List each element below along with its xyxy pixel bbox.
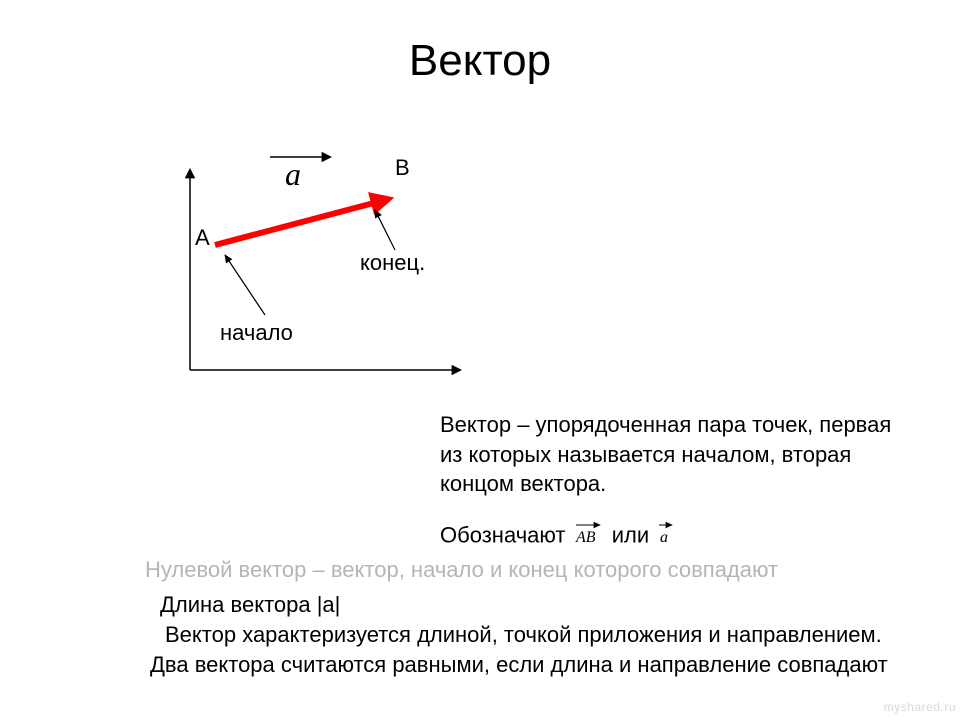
notation-a: a [655,520,677,554]
notation-or: или [612,523,649,548]
notation-prefix: Обозначают [440,523,565,548]
length-text: Длина вектора |a| [160,590,340,620]
equality-text: Два вектора считаются равными, если длин… [150,650,888,680]
a-symbol: a [285,156,301,192]
def-line3: концом вектора. [440,469,891,499]
page-title: Вектор [0,36,960,86]
pointer-to-end [375,210,395,250]
def-line1: Вектор – упорядоченная пара точек, перва… [440,410,891,440]
diagram-svg: a [160,150,480,390]
vector-diagram: a А В начало конец. [160,150,480,390]
null-vector-text: Нулевой вектор – вектор, начало и конец … [145,555,778,585]
watermark: myshared.ru [884,700,956,714]
notation-ab: AB [572,520,606,554]
svg-text:a: a [660,529,668,546]
def-line2: из которых называется началом, вторая [440,440,891,470]
pointer-to-start [225,255,265,315]
label-a: А [195,225,210,251]
label-start: начало [220,320,293,346]
label-end: конец. [360,250,425,276]
notation-text: Обозначают AB или a [440,520,677,554]
label-b: В [395,155,410,181]
characterized-text: Вектор характеризуется длиной, точкой пр… [165,620,882,650]
vector-ab [215,200,385,245]
definition-text: Вектор – упорядоченная пара точек, перва… [440,410,891,499]
svg-text:AB: AB [575,529,596,546]
